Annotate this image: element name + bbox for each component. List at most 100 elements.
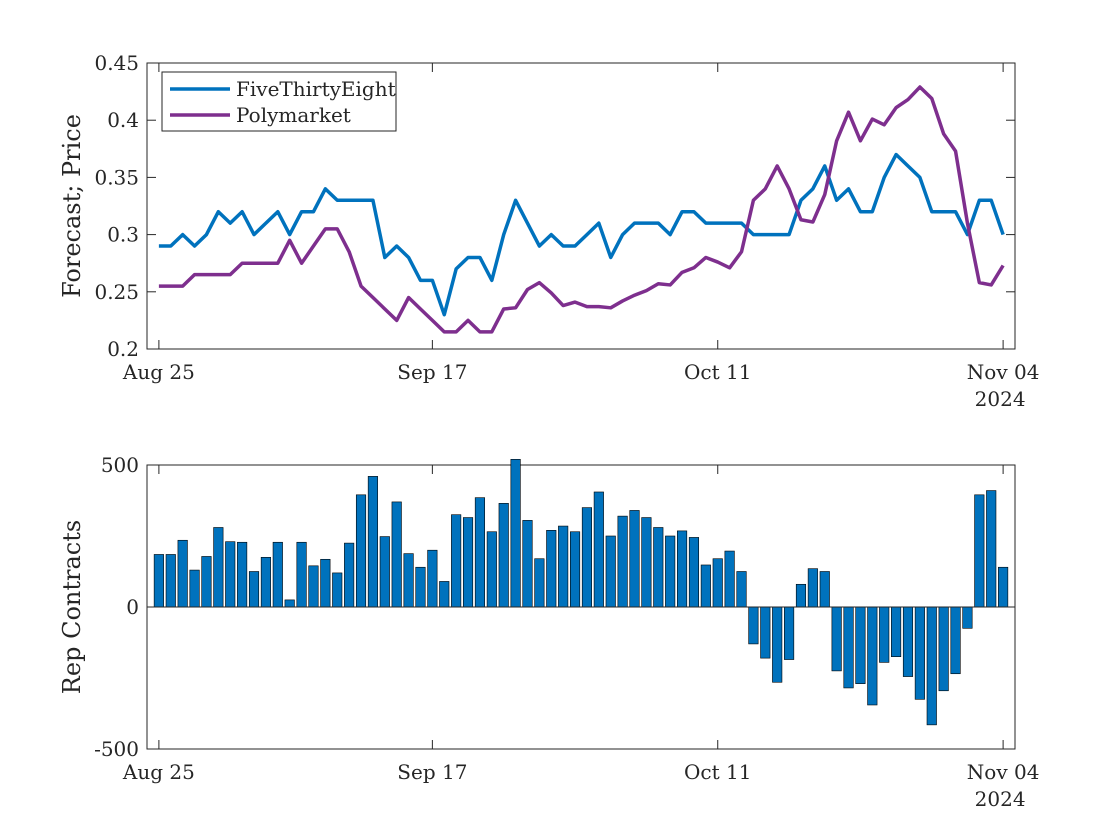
bar	[225, 541, 236, 608]
bar	[296, 541, 307, 608]
bar	[867, 606, 878, 706]
bar	[926, 606, 937, 726]
bar	[260, 556, 271, 608]
bar	[831, 606, 842, 672]
x-tick-label: Nov 04	[967, 760, 1040, 784]
y-tick-label: -500	[94, 737, 139, 761]
bar	[629, 510, 640, 608]
y-tick-label: 0.35	[94, 165, 139, 189]
bar	[177, 539, 188, 608]
bar	[843, 606, 854, 689]
bar	[712, 558, 723, 608]
bar	[272, 541, 283, 608]
x-axis-year-label: 2024	[975, 387, 1026, 411]
bar	[165, 554, 176, 608]
bar	[593, 491, 604, 608]
bar	[153, 554, 164, 608]
bar	[522, 520, 533, 608]
plot-area-box	[146, 62, 1016, 350]
top-chart: Aug 25 Sep 17 Oct 11 Nov 04 2024 0.2 0.25 0.3 0.…	[58, 51, 1039, 411]
x-tick-label: Oct 11	[684, 360, 751, 384]
bar	[439, 581, 450, 608]
bar	[795, 583, 807, 608]
bar	[403, 553, 414, 608]
legend-label: Polymarket	[236, 103, 351, 127]
legend-label: FiveThirtyEight	[236, 77, 396, 101]
y-tick-label: 0.45	[94, 51, 139, 75]
bar	[284, 599, 295, 608]
bar	[581, 507, 593, 608]
bar	[784, 606, 795, 660]
y-tick-label: 0.3	[107, 223, 139, 247]
bar	[986, 490, 997, 608]
bar	[534, 558, 545, 608]
bar	[558, 525, 569, 608]
bar	[748, 606, 759, 645]
x-tick-label: Aug 25	[122, 360, 195, 384]
x-tick-label: Nov 04	[967, 360, 1040, 384]
bar	[998, 566, 1009, 608]
bar	[367, 476, 378, 608]
bar	[510, 459, 521, 608]
bar	[379, 536, 390, 608]
bar	[391, 501, 402, 608]
bar	[950, 606, 961, 675]
bar	[451, 514, 462, 608]
legend-box	[161, 71, 397, 132]
bar	[938, 606, 949, 692]
y-tick-label: 0.25	[94, 280, 139, 304]
bar	[736, 571, 747, 608]
bar	[665, 535, 676, 608]
bar	[201, 556, 212, 608]
bar	[700, 564, 711, 608]
bar	[760, 606, 771, 659]
bar	[807, 568, 818, 608]
x-tick-label: Oct 11	[684, 760, 751, 784]
bar	[879, 606, 890, 663]
bar	[772, 606, 783, 683]
x-axis-year-label: 2024	[975, 787, 1026, 811]
bar	[724, 550, 735, 608]
y-tick-label: 0.4	[107, 108, 139, 132]
bar	[677, 530, 688, 608]
bar	[641, 517, 652, 608]
bar	[653, 527, 664, 608]
bar	[474, 497, 485, 608]
series-line-fivethirtyeight	[158, 152, 1005, 317]
x-tick-label: Sep 17	[397, 760, 467, 784]
bar	[914, 606, 925, 700]
bar	[427, 549, 438, 608]
bar	[498, 503, 509, 608]
bar	[569, 531, 581, 608]
y-axis-label: Forecast; Price	[58, 114, 86, 298]
y-tick-label: 500	[101, 453, 139, 477]
bar	[617, 515, 628, 608]
bar	[855, 606, 866, 684]
bar	[308, 565, 319, 608]
bar	[974, 494, 985, 608]
bar	[962, 606, 973, 629]
series-line-polymarket	[158, 85, 1005, 334]
bar	[819, 571, 830, 608]
bar	[891, 606, 902, 658]
bar	[462, 517, 474, 608]
bar	[902, 606, 914, 677]
bar	[248, 571, 260, 608]
bar	[415, 566, 426, 608]
bar	[189, 569, 200, 608]
y-tick-label: 0.2	[107, 337, 139, 361]
x-tick-label: Sep 17	[397, 360, 467, 384]
bar	[546, 530, 557, 608]
bar	[320, 558, 331, 608]
bar	[237, 541, 248, 608]
bar	[213, 527, 224, 608]
bar	[355, 494, 367, 608]
bar	[688, 537, 700, 608]
x-tick-label: Aug 25	[122, 760, 195, 784]
bar	[344, 542, 355, 608]
bottom-chart: Aug 25 Sep 17 Oct 11 Nov 04 2024 -500 0 500 Rep …	[58, 453, 1039, 811]
y-axis-label: Rep Contracts	[58, 520, 86, 694]
bar	[605, 535, 616, 608]
